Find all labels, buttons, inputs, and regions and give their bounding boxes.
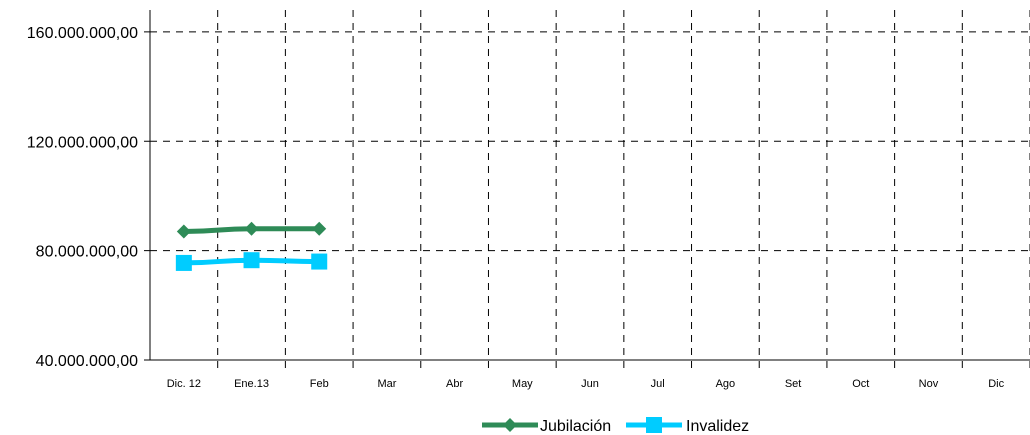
data-point-marker [176, 224, 191, 239]
series-jubilacion [176, 221, 327, 239]
legend-marker [646, 417, 662, 433]
legend-item-jubilacion: Jubilación [482, 418, 611, 435]
x-tick-label: Mar [377, 378, 396, 390]
x-tick-label: May [512, 378, 533, 390]
y-tick-label: 160.000.000,00 [27, 25, 138, 42]
y-axis-tick-labels: 40.000.000,00 80.000.000,00 120.000.000,00… [27, 25, 138, 370]
x-tick-label: Feb [310, 378, 329, 390]
x-axis-tick-labels: Dic. 12 Ene.13 Feb Mar Abr May Jun Jul Ago Set Oct… [167, 378, 1005, 390]
x-tick-label: Ago [716, 378, 736, 390]
x-tick-label: Dic [988, 378, 1004, 390]
y-tick-label: 120.000.000,00 [27, 134, 138, 151]
axes [144, 10, 1030, 361]
y-tick-label: 80.000.000,00 [36, 244, 138, 261]
legend-item-invalidez: Invalidez [626, 417, 749, 435]
x-tick-label: Jun [581, 378, 599, 390]
legend-label: Invalidez [686, 418, 749, 435]
data-point-marker [243, 252, 260, 269]
x-tick-label: Jul [651, 378, 665, 390]
data-point-marker [312, 221, 327, 236]
x-tick-label: Nov [919, 378, 939, 390]
data-point-marker [175, 254, 192, 271]
legend-marker [503, 418, 517, 432]
legend-label: Jubilación [540, 418, 611, 435]
x-tick-label: Ene.13 [234, 378, 269, 390]
x-tick-label: Dic. 12 [167, 378, 201, 390]
data-point-marker [311, 253, 328, 270]
y-tick-label: 40.000.000,00 [36, 353, 138, 370]
legend: Jubilación Invalidez [482, 417, 749, 435]
data-point-marker [244, 221, 259, 236]
grid-lines [150, 10, 1030, 368]
x-tick-label: Abr [446, 378, 463, 390]
series-layer [175, 221, 328, 271]
x-tick-label: Set [785, 378, 802, 390]
series-invalidez [175, 252, 328, 271]
x-tick-label: Oct [852, 378, 869, 390]
